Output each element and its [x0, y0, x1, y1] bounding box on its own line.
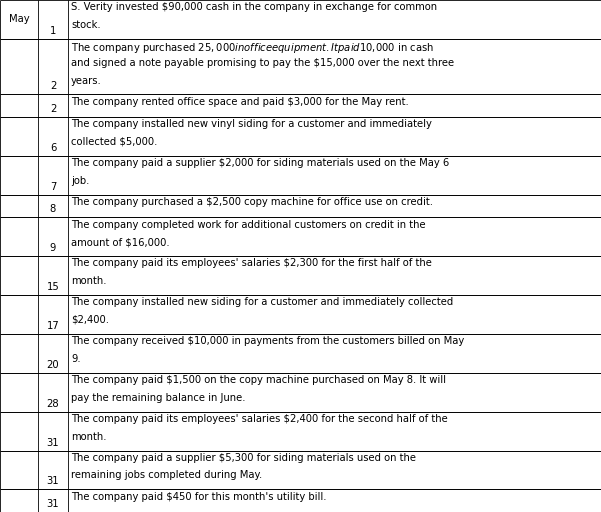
Text: The company purchased $25,000 in office equipment. It paid $10,000 in cash: The company purchased $25,000 in office … — [71, 41, 434, 55]
Text: The company paid a supplier $2,000 for siding materials used on the May 6: The company paid a supplier $2,000 for s… — [71, 158, 450, 168]
Bar — [0, 334, 601, 373]
Text: years.: years. — [71, 76, 102, 86]
Text: 2: 2 — [50, 81, 56, 91]
Bar — [0, 217, 601, 256]
Text: 17: 17 — [47, 321, 59, 331]
Text: The company paid $1,500 on the copy machine purchased on May 8. It will: The company paid $1,500 on the copy mach… — [71, 375, 446, 385]
Text: The company paid $450 for this month's utility bill.: The company paid $450 for this month's u… — [71, 492, 326, 502]
Text: 31: 31 — [47, 438, 59, 447]
Text: 20: 20 — [47, 360, 59, 370]
Text: The company purchased a $2,500 copy machine for office use on credit.: The company purchased a $2,500 copy mach… — [71, 197, 433, 207]
Text: The company received $10,000 in payments from the customers billed on May: The company received $10,000 in payments… — [71, 336, 464, 346]
Text: The company paid a supplier $5,300 for siding materials used on the: The company paid a supplier $5,300 for s… — [71, 453, 416, 463]
Text: 6: 6 — [50, 143, 56, 153]
Bar — [0, 39, 601, 94]
Text: 2: 2 — [50, 104, 56, 114]
Bar — [0, 195, 601, 217]
Text: S. Verity invested $90,000 cash in the company in exchange for common: S. Verity invested $90,000 cash in the c… — [71, 3, 437, 12]
Bar — [0, 295, 601, 334]
Text: job.: job. — [71, 176, 90, 185]
Text: 31: 31 — [47, 476, 59, 486]
Text: 9.: 9. — [71, 354, 81, 364]
Text: stock.: stock. — [71, 20, 100, 30]
Text: 31: 31 — [47, 499, 59, 509]
Text: and signed a note payable promising to pay the $15,000 over the next three: and signed a note payable promising to p… — [71, 58, 454, 69]
Text: May: May — [8, 14, 29, 25]
Bar — [0, 489, 601, 512]
Text: 1: 1 — [50, 26, 56, 36]
Bar — [0, 117, 601, 156]
Bar — [0, 94, 601, 117]
Bar — [0, 373, 601, 412]
Bar — [0, 0, 601, 39]
Text: 7: 7 — [50, 182, 56, 191]
Text: month.: month. — [71, 276, 106, 286]
Text: The company rented office space and paid $3,000 for the May rent.: The company rented office space and paid… — [71, 97, 409, 106]
Text: 28: 28 — [47, 399, 59, 409]
Text: 15: 15 — [47, 282, 59, 292]
Text: The company completed work for additional customers on credit in the: The company completed work for additiona… — [71, 220, 426, 229]
Bar — [0, 256, 601, 295]
Text: collected $5,000.: collected $5,000. — [71, 137, 157, 146]
Text: pay the remaining balance in June.: pay the remaining balance in June. — [71, 393, 245, 402]
Text: The company paid its employees' salaries $2,400 for the second half of the: The company paid its employees' salaries… — [71, 414, 448, 424]
Text: month.: month. — [71, 432, 106, 441]
Text: The company installed new siding for a customer and immediately collected: The company installed new siding for a c… — [71, 297, 453, 307]
Text: 9: 9 — [50, 243, 56, 253]
Text: remaining jobs completed during May.: remaining jobs completed during May. — [71, 471, 262, 480]
Text: $2,400.: $2,400. — [71, 315, 109, 325]
Text: 8: 8 — [50, 204, 56, 214]
Text: The company installed new vinyl siding for a customer and immediately: The company installed new vinyl siding f… — [71, 119, 432, 129]
Text: amount of $16,000.: amount of $16,000. — [71, 237, 169, 247]
Bar — [0, 412, 601, 451]
Bar — [0, 156, 601, 195]
Text: The company paid its employees' salaries $2,300 for the first half of the: The company paid its employees' salaries… — [71, 259, 432, 268]
Bar — [0, 451, 601, 489]
